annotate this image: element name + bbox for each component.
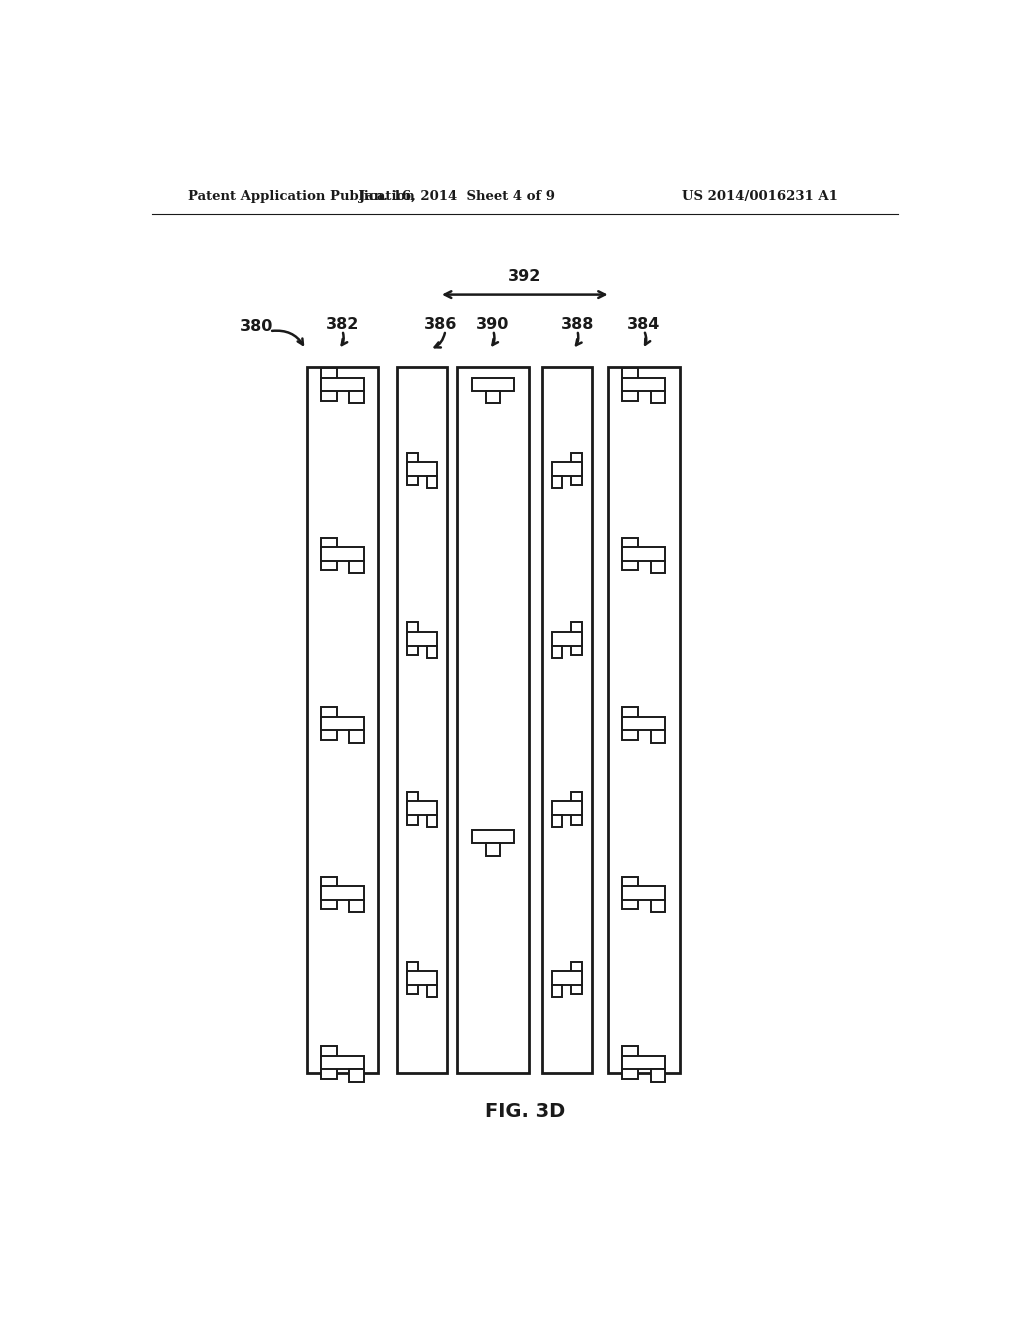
- Bar: [552, 985, 562, 997]
- Bar: [407, 632, 436, 645]
- Bar: [552, 632, 582, 645]
- Bar: [623, 876, 638, 909]
- Bar: [349, 391, 364, 404]
- Bar: [552, 801, 582, 816]
- Text: FIG. 3D: FIG. 3D: [484, 1102, 565, 1121]
- Bar: [321, 886, 364, 900]
- Bar: [427, 477, 436, 488]
- Bar: [651, 561, 666, 573]
- Bar: [427, 816, 436, 828]
- Bar: [651, 730, 666, 743]
- Bar: [458, 367, 528, 1073]
- Bar: [570, 623, 582, 655]
- Text: 390: 390: [476, 317, 510, 331]
- Bar: [306, 367, 378, 1073]
- Bar: [552, 477, 562, 488]
- Bar: [486, 843, 500, 855]
- Bar: [651, 1069, 666, 1081]
- Bar: [321, 717, 364, 730]
- Text: Jan. 16, 2014  Sheet 4 of 9: Jan. 16, 2014 Sheet 4 of 9: [359, 190, 555, 202]
- Bar: [407, 792, 418, 825]
- Bar: [542, 367, 592, 1073]
- Bar: [321, 708, 337, 739]
- Bar: [651, 391, 666, 404]
- Bar: [623, 708, 638, 739]
- Bar: [427, 645, 436, 657]
- Bar: [349, 561, 364, 573]
- Bar: [321, 368, 337, 401]
- Bar: [321, 537, 337, 570]
- Bar: [407, 623, 418, 655]
- Bar: [623, 368, 638, 401]
- Bar: [472, 1282, 514, 1295]
- Bar: [427, 985, 436, 997]
- Bar: [552, 972, 582, 985]
- Bar: [349, 1069, 364, 1081]
- Bar: [407, 961, 418, 994]
- Bar: [349, 730, 364, 743]
- Bar: [486, 391, 500, 404]
- Text: 392: 392: [508, 269, 542, 284]
- Bar: [552, 462, 582, 477]
- Bar: [407, 972, 436, 985]
- Bar: [321, 876, 337, 909]
- Bar: [570, 453, 582, 486]
- Bar: [570, 961, 582, 994]
- Bar: [321, 378, 364, 391]
- Bar: [570, 792, 582, 825]
- Text: 382: 382: [326, 317, 359, 331]
- Bar: [349, 900, 364, 912]
- Text: 380: 380: [240, 318, 273, 334]
- Text: Patent Application Publication: Patent Application Publication: [187, 190, 415, 202]
- Bar: [486, 1295, 500, 1308]
- Bar: [623, 717, 666, 730]
- Bar: [321, 1056, 364, 1069]
- Bar: [608, 367, 680, 1073]
- Text: 384: 384: [627, 317, 660, 331]
- Bar: [407, 462, 436, 477]
- Bar: [623, 886, 666, 900]
- Bar: [552, 645, 562, 657]
- Bar: [623, 378, 666, 391]
- Bar: [552, 816, 562, 828]
- Bar: [623, 546, 666, 561]
- Bar: [623, 1056, 666, 1069]
- Bar: [321, 1047, 337, 1078]
- Bar: [321, 546, 364, 561]
- Bar: [472, 378, 514, 391]
- Bar: [651, 900, 666, 912]
- Bar: [623, 1047, 638, 1078]
- Bar: [472, 830, 514, 843]
- Bar: [407, 453, 418, 486]
- Text: US 2014/0016231 A1: US 2014/0016231 A1: [682, 190, 839, 202]
- Bar: [407, 801, 436, 816]
- Text: 388: 388: [560, 317, 594, 331]
- Text: 386: 386: [424, 317, 458, 331]
- Bar: [396, 367, 446, 1073]
- Bar: [623, 537, 638, 570]
